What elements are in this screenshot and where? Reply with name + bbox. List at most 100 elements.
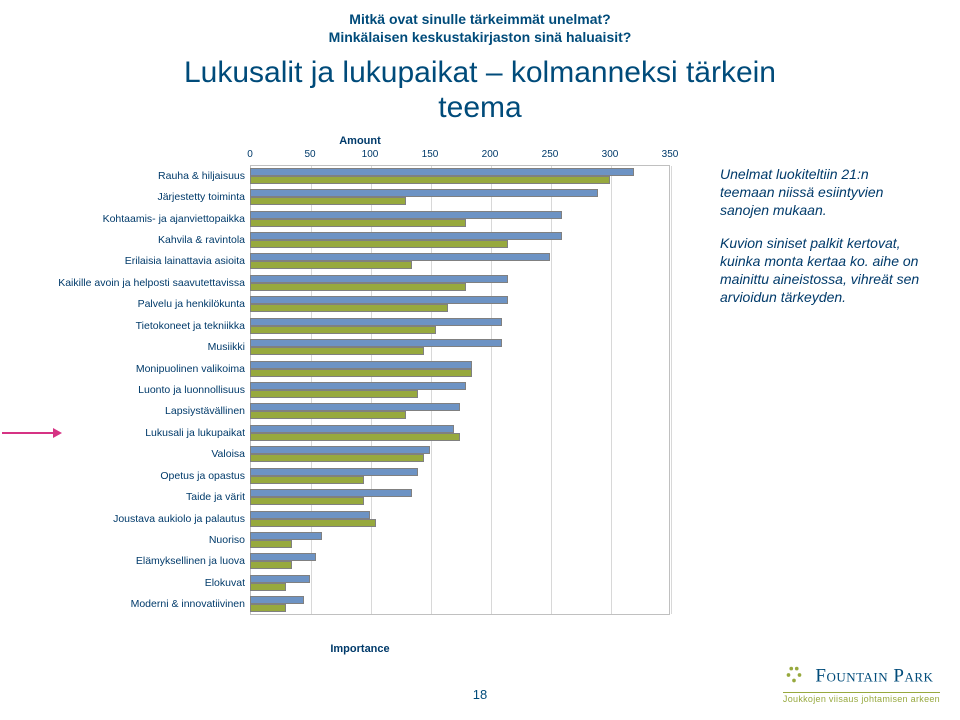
chart-category-row: Järjestetty toiminta (250, 187, 670, 208)
chart-bar-importance (250, 347, 424, 355)
title-line-2: teema (438, 91, 521, 124)
chart-bar-amount (250, 575, 310, 583)
chart-bar-importance (250, 604, 286, 612)
chart-category-label: Tietokoneet ja tekniikka (5, 316, 245, 337)
chart-bar-importance (250, 519, 376, 527)
chart-category-label: Taide ja värit (5, 487, 245, 508)
chart-bar-importance (250, 240, 508, 248)
header-line-1: Mitkä ovat sinulle tärkeimmät unelmat? (0, 10, 960, 28)
chart-category-label: Joustava aukiolo ja palautus (5, 509, 245, 530)
chart-tick-label: 300 (602, 149, 619, 160)
chart-category-label: Kohtaamis- ja ajanviettopaikka (5, 209, 245, 230)
chart-bar-importance (250, 283, 466, 291)
chart-category-label: Musiikki (5, 337, 245, 358)
chart-category-label: Järjestetty toiminta (5, 187, 245, 208)
chart-tick-label: 200 (482, 149, 499, 160)
chart-bar-importance (250, 197, 406, 205)
highlight-arrow-icon (2, 428, 62, 438)
slide-header: Mitkä ovat sinulle tärkeimmät unelmat? M… (0, 0, 960, 46)
chart-category-label: Moderni & innovatiivinen (5, 594, 245, 615)
chart-bar-amount (250, 253, 550, 261)
chart-category-row: Kohtaamis- ja ajanviettopaikka (250, 209, 670, 230)
chart-tick-label: 250 (542, 149, 559, 160)
logo-text: Fountain Park (815, 666, 933, 687)
chart-category-label: Nuoriso (5, 530, 245, 551)
chart-category-label: Kahvila & ravintola (5, 230, 245, 251)
chart-bar-amount (250, 232, 562, 240)
chart-bar-amount (250, 596, 304, 604)
chart-category-row: Musiikki (250, 337, 670, 358)
chart-category-row: Luonto ja luonnollisuus (250, 380, 670, 401)
chart-category-row: Rauha & hiljaisuus (250, 166, 670, 187)
chart-category-row: Nuoriso (250, 530, 670, 551)
title-line-1: Lukusalit ja lukupaikat – kolmanneksi tä… (184, 56, 776, 89)
chart-bar-amount (250, 275, 508, 283)
chart-category-row: Palvelu ja henkilökunta (250, 294, 670, 315)
logo-tagline: Joukkojen viisaus johtamisen arkeen (783, 692, 940, 704)
chart-category-row: Tietokoneet ja tekniikka (250, 316, 670, 337)
chart-bar-amount (250, 361, 472, 369)
chart-bar-amount (250, 403, 460, 411)
chart-bar-amount (250, 446, 430, 454)
chart-tick-label: 350 (662, 149, 679, 160)
chart-category-row: Kaikille avoin ja helposti saavutettavis… (250, 273, 670, 294)
caption-p1: Unelmat luokiteltiin 21:n teemaan niissä… (720, 165, 920, 220)
chart-bar-importance (250, 497, 364, 505)
chart: Amount 0 50 100 150 200 250 300 350 Rauha & hilj… (10, 135, 710, 655)
chart-category-label: Monipuolinen valikoima (5, 359, 245, 380)
chart-axis-title-top: Amount (10, 135, 710, 147)
chart-bar-importance (250, 476, 364, 484)
chart-category-row: Elokuvat (250, 573, 670, 594)
logo: Fountain Park Joukkojen viisaus johtamis… (783, 664, 940, 704)
chart-bar-importance (250, 176, 610, 184)
chart-bar-importance (250, 326, 436, 334)
chart-bar-amount (250, 296, 508, 304)
chart-bar-importance (250, 583, 286, 591)
chart-bar-importance (250, 304, 448, 312)
chart-tick-label: 100 (362, 149, 379, 160)
chart-bar-amount (250, 511, 370, 519)
chart-bar-amount (250, 553, 316, 561)
caption: Unelmat luokiteltiin 21:n teemaan niissä… (720, 165, 920, 320)
chart-category-row: Moderni & innovatiivinen (250, 594, 670, 615)
chart-bar-amount (250, 211, 562, 219)
chart-category-label: Luonto ja luonnollisuus (5, 380, 245, 401)
chart-tick-label: 50 (304, 149, 315, 160)
chart-category-label: Opetus ja opastus (5, 466, 245, 487)
chart-category-row: Monipuolinen valikoima (250, 359, 670, 380)
chart-category-label: Kaikille avoin ja helposti saavutettavis… (5, 273, 245, 294)
chart-category-label: Palvelu ja henkilökunta (5, 294, 245, 315)
chart-category-label: Elämyksellinen ja luova (5, 551, 245, 572)
chart-bar-importance (250, 390, 418, 398)
chart-bar-amount (250, 189, 598, 197)
header-line-2: Minkälaisen keskustakirjaston sinä halua… (0, 28, 960, 46)
chart-gridline (671, 166, 672, 614)
chart-category-row: Erilaisia lainattavia asioita (250, 251, 670, 272)
chart-category-row: Opetus ja opastus (250, 466, 670, 487)
fountain-icon (783, 664, 805, 691)
chart-category-label: Lapsiystävällinen (5, 401, 245, 422)
chart-category-label: Rauha & hiljaisuus (5, 166, 245, 187)
chart-bar-importance (250, 219, 466, 227)
chart-bar-importance (250, 369, 472, 377)
page-title: Lukusalit ja lukupaikat – kolmanneksi tä… (0, 56, 960, 125)
chart-category-label: Elokuvat (5, 573, 245, 594)
chart-bar-importance (250, 540, 292, 548)
chart-bar-importance (250, 433, 460, 441)
chart-bar-amount (250, 532, 322, 540)
chart-category-row: Elämyksellinen ja luova (250, 551, 670, 572)
chart-tick-label: 150 (422, 149, 439, 160)
chart-category-label: Valoisa (5, 444, 245, 465)
caption-p2: Kuvion siniset palkit kertovat, kuinka m… (720, 234, 920, 307)
chart-bar-amount (250, 489, 412, 497)
chart-bar-amount (250, 468, 418, 476)
chart-axis-title-bottom: Importance (10, 643, 710, 655)
chart-bar-amount (250, 382, 466, 390)
chart-bar-amount (250, 425, 454, 433)
chart-category-row: Joustava aukiolo ja palautus (250, 509, 670, 530)
chart-bar-importance (250, 261, 412, 269)
chart-bar-amount (250, 339, 502, 347)
chart-category-row: Taide ja värit (250, 487, 670, 508)
chart-tick-label: 0 (247, 149, 253, 160)
chart-category-label: Erilaisia lainattavia asioita (5, 251, 245, 272)
